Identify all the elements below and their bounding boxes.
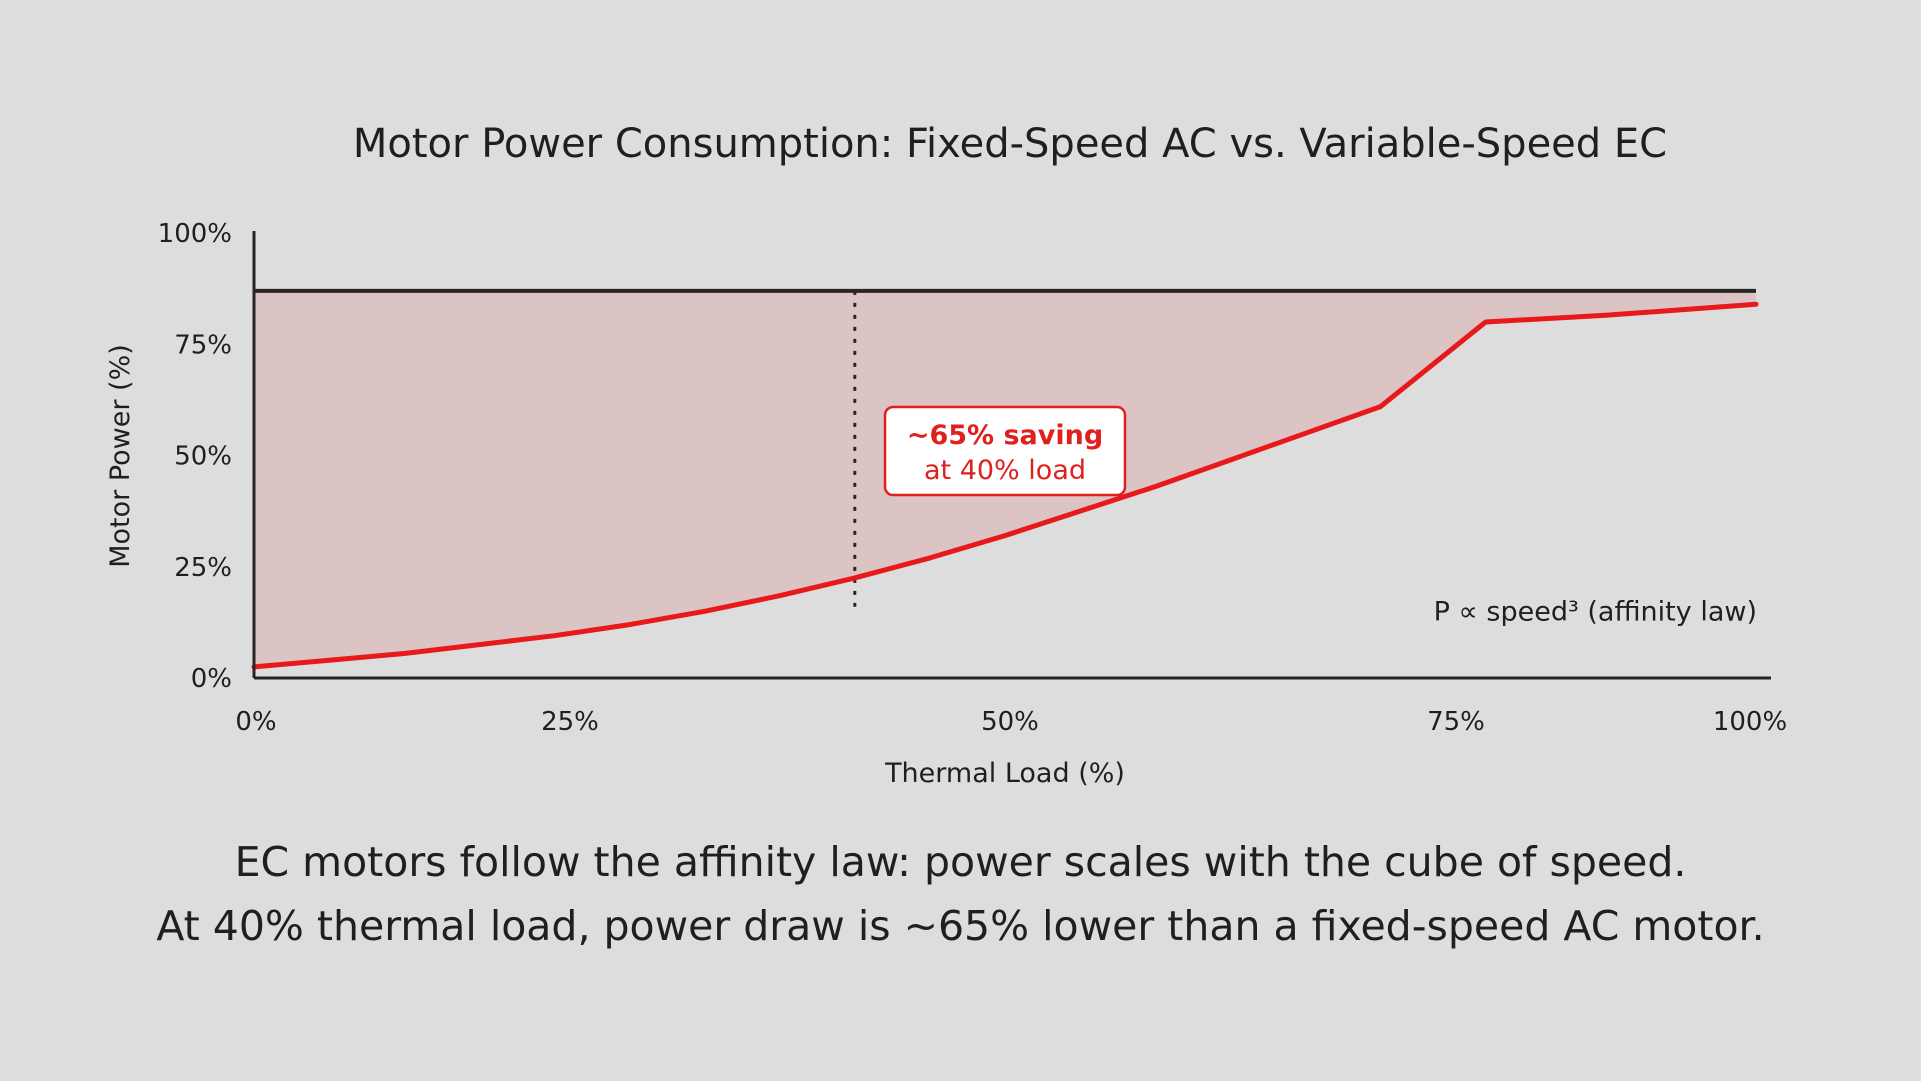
y-tick-label: 100% (158, 219, 232, 249)
x-tick-label: 25% (541, 707, 599, 737)
savings-callout: ~65% saving at 40% load (883, 405, 1127, 497)
x-tick-label: 50% (981, 707, 1039, 737)
x-axis-title: Thermal Load (%) (884, 758, 1125, 789)
y-tick-label: 75% (174, 330, 232, 360)
x-tick-label: 75% (1427, 707, 1485, 737)
x-tick-label: 100% (1713, 707, 1787, 737)
callout-box (883, 405, 1127, 497)
y-tick-label: 0% (191, 664, 232, 694)
series-line-variable-speed-ec (251, 301, 1759, 670)
y-tick-label: 50% (174, 442, 232, 472)
chart-title: Motor Power Consumption: Fixed-Speed AC … (353, 121, 1667, 167)
y-axis-title: Motor Power (%) (105, 344, 136, 568)
y-tick-label: 25% (174, 553, 232, 583)
caption-line-2: At 40% thermal load, power draw is ~65% … (156, 902, 1765, 950)
caption-line-1: EC motors follow the affinity law: power… (234, 838, 1687, 886)
x-tick-label: 0% (235, 707, 276, 737)
callout-load-label: at 40% load (924, 455, 1086, 486)
affinity-law-note: P ∝ speed³ (affinity law) (1434, 596, 1757, 627)
callout-saving-label: ~65% saving (907, 420, 1103, 451)
